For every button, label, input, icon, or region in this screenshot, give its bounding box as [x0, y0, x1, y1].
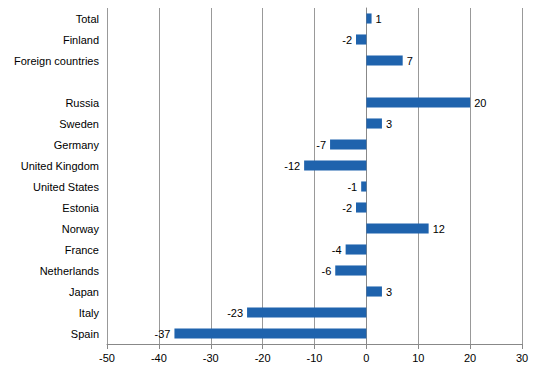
svg-text:-20: -20: [255, 352, 271, 364]
svg-text:-4: -4: [332, 244, 342, 256]
svg-text:Estonia: Estonia: [62, 202, 100, 214]
svg-text:Netherlands: Netherlands: [40, 265, 100, 277]
svg-text:-7: -7: [316, 139, 326, 151]
svg-text:30: 30: [516, 352, 528, 364]
svg-text:Foreign countries: Foreign countries: [14, 55, 99, 67]
svg-text:-23: -23: [227, 307, 243, 319]
svg-text:7: 7: [407, 55, 413, 67]
svg-text:Spain: Spain: [71, 328, 99, 340]
svg-text:-30: -30: [203, 352, 219, 364]
svg-text:20: 20: [474, 97, 486, 109]
svg-text:-2: -2: [342, 34, 352, 46]
svg-text:3: 3: [386, 286, 392, 298]
svg-text:Finland: Finland: [63, 34, 99, 46]
svg-text:-6: -6: [321, 265, 331, 277]
svg-text:-12: -12: [284, 160, 300, 172]
svg-text:10: 10: [412, 352, 424, 364]
svg-text:12: 12: [433, 223, 445, 235]
svg-text:United Kingdom: United Kingdom: [21, 160, 99, 172]
svg-text:Germany: Germany: [54, 139, 100, 151]
svg-text:Total: Total: [76, 13, 99, 25]
svg-text:United States: United States: [33, 181, 100, 193]
svg-text:-50: -50: [99, 352, 115, 364]
svg-text:-2: -2: [342, 202, 352, 214]
svg-text:Italy: Italy: [79, 307, 100, 319]
svg-text:1: 1: [376, 13, 382, 25]
svg-text:-1: -1: [347, 181, 357, 193]
svg-text:Norway: Norway: [62, 223, 100, 235]
svg-text:France: France: [65, 244, 99, 256]
svg-text:-40: -40: [151, 352, 167, 364]
svg-text:3: 3: [386, 118, 392, 130]
svg-text:-37: -37: [155, 328, 171, 340]
svg-text:20: 20: [464, 352, 476, 364]
svg-text:0: 0: [363, 352, 369, 364]
svg-text:-10: -10: [307, 352, 323, 364]
svg-text:Japan: Japan: [69, 286, 99, 298]
svg-text:Sweden: Sweden: [59, 118, 99, 130]
svg-text:Russia: Russia: [65, 97, 100, 109]
